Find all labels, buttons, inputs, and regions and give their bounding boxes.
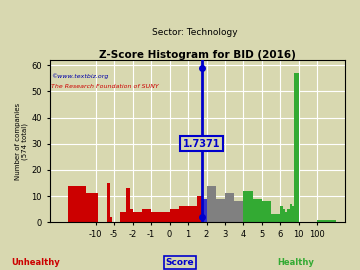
- Bar: [126, 188, 130, 222]
- Bar: [130, 209, 132, 222]
- Bar: [107, 183, 111, 222]
- Bar: [142, 209, 151, 222]
- Bar: [86, 193, 98, 222]
- Text: Unhealthy: Unhealthy: [12, 258, 60, 267]
- Bar: [188, 207, 197, 222]
- Bar: [123, 212, 126, 222]
- Bar: [317, 220, 336, 222]
- Y-axis label: Number of companies
(574 total): Number of companies (574 total): [15, 103, 28, 180]
- Bar: [179, 207, 188, 222]
- Bar: [170, 209, 179, 222]
- Bar: [151, 212, 160, 222]
- Bar: [111, 217, 112, 222]
- Bar: [287, 209, 289, 222]
- Text: Score: Score: [166, 258, 194, 267]
- Bar: [216, 199, 225, 222]
- Bar: [120, 212, 123, 222]
- Bar: [283, 209, 285, 222]
- Bar: [289, 204, 292, 222]
- Bar: [207, 185, 216, 222]
- Text: The Research Foundation of SUNY: The Research Foundation of SUNY: [51, 84, 159, 89]
- Bar: [197, 196, 202, 222]
- Bar: [292, 207, 294, 222]
- Bar: [262, 201, 271, 222]
- Bar: [243, 191, 253, 222]
- Text: ©www.textbiz.org: ©www.textbiz.org: [51, 73, 109, 79]
- Bar: [132, 212, 142, 222]
- Bar: [271, 214, 280, 222]
- Bar: [285, 212, 287, 222]
- Text: Sector: Technology: Sector: Technology: [152, 28, 237, 37]
- Bar: [253, 199, 262, 222]
- Text: Healthy: Healthy: [277, 258, 314, 267]
- Bar: [68, 185, 86, 222]
- Bar: [234, 201, 243, 222]
- Bar: [202, 199, 207, 222]
- Bar: [225, 193, 234, 222]
- Bar: [294, 73, 299, 222]
- Bar: [280, 207, 283, 222]
- Text: 1.7371: 1.7371: [183, 139, 220, 149]
- Title: Z-Score Histogram for BID (2016): Z-Score Histogram for BID (2016): [99, 50, 296, 60]
- Bar: [160, 212, 170, 222]
